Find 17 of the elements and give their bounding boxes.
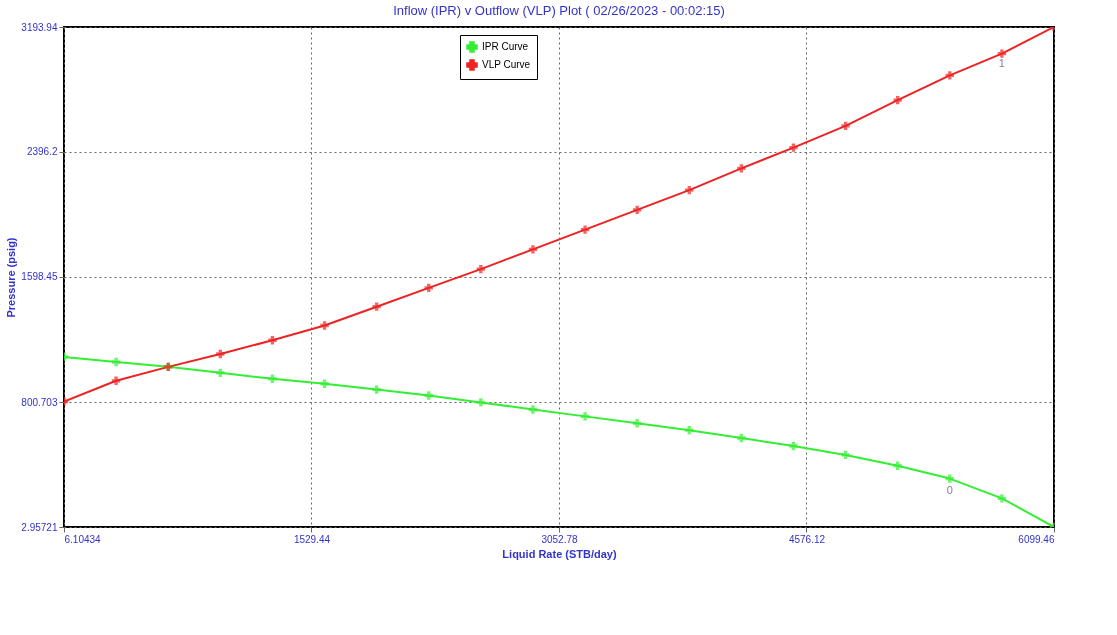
y-axis-title: Pressure (psig): [5, 237, 18, 318]
y-tick-label: 3193.94: [21, 21, 58, 33]
x-axis-title: Liquid Rate (STB/day): [502, 547, 617, 560]
x-tick-label: 4576.12: [788, 533, 826, 545]
legend-label: VLP Curve: [482, 59, 531, 70]
y-tick-label: 2396.2: [26, 146, 58, 158]
x-tick-label: 1529.44: [293, 533, 331, 545]
legend-label: IPR Curve: [482, 41, 529, 52]
annotation: 0: [946, 484, 953, 497]
y-tick-label: 1598.45: [21, 271, 58, 283]
x-tick-label: 3052.78: [541, 533, 579, 545]
x-tick-label: 6.10434: [64, 533, 102, 545]
chart-title: Inflow (IPR) v Outflow (VLP) Plot ( 02/26/2023 - 00:02:15): [393, 3, 725, 18]
annotation: 1: [998, 56, 1005, 69]
x-tick-label: 6099.46: [1018, 533, 1055, 545]
y-tick-label: 2.95721: [21, 521, 58, 533]
y-tick-label: 800.703: [21, 396, 58, 408]
